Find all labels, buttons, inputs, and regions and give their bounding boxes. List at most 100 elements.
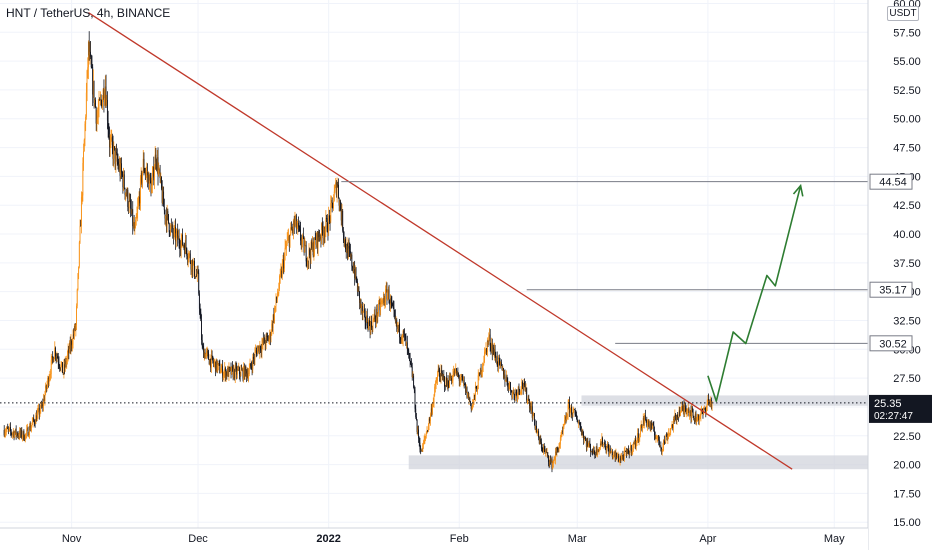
candle-body [144,170,146,173]
candle-body [379,302,381,311]
candle-body [681,406,683,408]
candle-body [472,404,474,408]
candle-body [329,216,331,222]
candle-body [26,429,28,434]
candle-body [526,387,528,401]
candle-body [31,422,33,426]
candle-body [339,201,341,206]
candle-body [569,402,570,413]
candle-body [97,110,99,116]
candle-body [599,443,601,448]
candle-body [562,427,564,431]
candle-body [110,138,112,140]
candle-body [149,175,150,190]
candle-body [373,318,375,321]
candle-body [443,375,445,378]
candle-body [672,424,674,429]
candle-body [38,407,40,410]
candle-body [130,208,132,214]
candle-body [355,268,357,281]
candle-body [275,296,277,307]
candle-body [527,398,529,401]
candle-body [529,406,531,409]
currency-unit-badge[interactable]: USDT [887,6,919,21]
candle-body [257,345,259,349]
candle-body [461,375,463,378]
candle-body [434,383,436,387]
candle-body [92,67,94,95]
candle-body [86,70,88,93]
candle-body [694,413,696,422]
candle-body [675,414,676,416]
candle-body [261,344,263,352]
candle-body [435,383,437,385]
candle-body [651,424,653,429]
candle-body [127,189,129,207]
candle-body [246,373,248,377]
candle-body [41,404,43,407]
candle-body [605,449,607,451]
candle-body [537,431,539,433]
candle-body [51,356,53,360]
candle-body [578,422,580,424]
candle-body [201,321,202,341]
candle-body [616,457,618,459]
candle-body [91,67,93,68]
x-tick-label: Apr [699,533,716,545]
candle-body [477,375,479,390]
candle-body [364,310,366,322]
candle-body [12,431,14,434]
candle-body [523,381,525,389]
y-tick-label: 60.00 [893,0,921,10]
candle-body [312,242,314,256]
candle-body [69,342,70,353]
candle-body [380,304,382,311]
candle-body [245,366,247,371]
candle-body [15,428,17,435]
candle-body [413,376,415,388]
candle-body [13,431,15,438]
candle-body [234,369,235,378]
candle-body [119,164,121,176]
candle-body [547,455,549,462]
candle-body [66,359,68,365]
candle-body [664,442,666,444]
candle-body [281,270,283,277]
candle-body [85,92,87,117]
candle-body [3,430,5,436]
candle-body [29,425,31,431]
candle-body [654,435,656,440]
candle-body [670,428,672,433]
candle-body [109,139,111,148]
candle-body [14,432,16,438]
candle-body [310,241,312,260]
candle-body [168,223,170,233]
candle-body [630,445,632,453]
candle-body [687,410,688,411]
candle-body [592,452,594,454]
candle-body [311,241,313,249]
candle-body [324,228,326,236]
candle-body [85,116,87,124]
candle-body [671,424,673,428]
candle-body [306,261,308,264]
candle-body [651,423,653,429]
candle-body [403,330,405,334]
candle-body [545,451,547,453]
candle-body [116,153,118,162]
candle-body [225,371,227,379]
candle-body [170,225,172,234]
candle-body [100,98,102,101]
candle-body [52,356,54,358]
candle-body [573,409,575,411]
candle-body [98,99,100,111]
candle-body [419,442,421,450]
candle-body [97,115,99,120]
candle-body [498,357,500,359]
candle-body [702,411,704,414]
candle-body [427,425,429,431]
candle-body [440,369,442,381]
candle-body [190,262,192,270]
candle-body [274,309,275,321]
